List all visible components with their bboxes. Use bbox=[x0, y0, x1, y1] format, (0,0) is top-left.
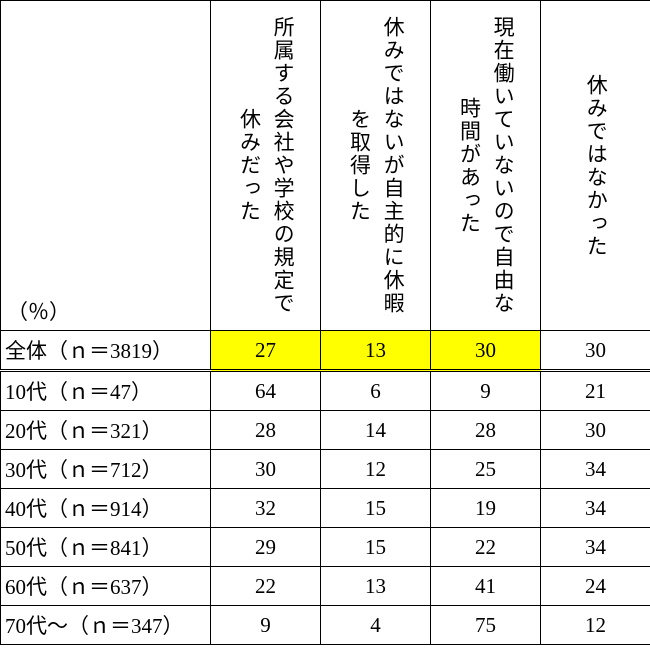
row-label: 70代～（ｎ＝347） bbox=[1, 606, 211, 645]
survey-table: （％） 所属する会社や学校の規定で休みだった 休みではないが自主的に休暇を取得し… bbox=[0, 0, 650, 645]
cell-value: 19 bbox=[431, 489, 541, 528]
cell-value: 24 bbox=[541, 567, 650, 606]
row-label: 40代（ｎ＝914） bbox=[1, 489, 211, 528]
cell-value: 15 bbox=[321, 528, 431, 567]
cell-value: 28 bbox=[211, 411, 321, 450]
cell-value: 25 bbox=[431, 450, 541, 489]
col-header-0: 所属する会社や学校の規定で休みだった bbox=[211, 1, 321, 331]
header-row: （％） 所属する会社や学校の規定で休みだった 休みではないが自主的に休暇を取得し… bbox=[1, 1, 650, 331]
cell-value: 28 bbox=[431, 411, 541, 450]
cell-value: 12 bbox=[541, 606, 650, 645]
cell-value: 13 bbox=[321, 331, 431, 371]
unit-label: （％） bbox=[7, 300, 70, 324]
cell-value: 6 bbox=[321, 371, 431, 411]
cell-value: 30 bbox=[211, 450, 321, 489]
col-header-2: 現在働いていないので自由な時間があった bbox=[431, 1, 541, 331]
row-label: 全体（ｎ＝3819） bbox=[1, 331, 211, 371]
row-label: 60代（ｎ＝637） bbox=[1, 567, 211, 606]
col-header-2-text: 現在働いていないので自由な時間があった bbox=[452, 13, 519, 318]
table-row: 40代（ｎ＝914）32151934 bbox=[1, 489, 650, 528]
cell-value: 29 bbox=[211, 528, 321, 567]
table-body: 全体（ｎ＝3819）2713303010代（ｎ＝47）64692120代（ｎ＝3… bbox=[1, 331, 650, 645]
table-row: 10代（ｎ＝47）646921 bbox=[1, 371, 650, 411]
cell-value: 75 bbox=[431, 606, 541, 645]
cell-value: 15 bbox=[321, 489, 431, 528]
cell-value: 27 bbox=[211, 331, 321, 371]
cell-value: 13 bbox=[321, 567, 431, 606]
cell-value: 34 bbox=[541, 489, 650, 528]
table-row: 50代（ｎ＝841）29152234 bbox=[1, 528, 650, 567]
cell-value: 32 bbox=[211, 489, 321, 528]
table-row: 70代～（ｎ＝347）947512 bbox=[1, 606, 650, 645]
cell-value: 21 bbox=[541, 371, 650, 411]
cell-value: 4 bbox=[321, 606, 431, 645]
cell-value: 12 bbox=[321, 450, 431, 489]
cell-value: 64 bbox=[211, 371, 321, 411]
cell-value: 22 bbox=[431, 528, 541, 567]
cell-value: 9 bbox=[211, 606, 321, 645]
col-header-0-text: 所属する会社や学校の規定で休みだった bbox=[232, 13, 299, 318]
table-row: 20代（ｎ＝321）28142830 bbox=[1, 411, 650, 450]
cell-value: 30 bbox=[541, 411, 650, 450]
cell-value: 34 bbox=[541, 450, 650, 489]
table-row: 60代（ｎ＝637）22134124 bbox=[1, 567, 650, 606]
col-header-1: 休みではないが自主的に休暇を取得した bbox=[321, 1, 431, 331]
row-label: 10代（ｎ＝47） bbox=[1, 371, 211, 411]
table-row: 全体（ｎ＝3819）27133030 bbox=[1, 331, 650, 371]
col-header-3: 休みではなかった bbox=[541, 1, 650, 331]
row-label: 20代（ｎ＝321） bbox=[1, 411, 211, 450]
col-header-3-text: 休みではなかった bbox=[579, 13, 613, 318]
table-row: 30代（ｎ＝712）30122534 bbox=[1, 450, 650, 489]
unit-label-cell: （％） bbox=[1, 1, 211, 331]
row-label: 30代（ｎ＝712） bbox=[1, 450, 211, 489]
cell-value: 22 bbox=[211, 567, 321, 606]
row-label: 50代（ｎ＝841） bbox=[1, 528, 211, 567]
cell-value: 30 bbox=[541, 331, 650, 371]
cell-value: 14 bbox=[321, 411, 431, 450]
cell-value: 9 bbox=[431, 371, 541, 411]
cell-value: 41 bbox=[431, 567, 541, 606]
cell-value: 34 bbox=[541, 528, 650, 567]
col-header-1-text: 休みではないが自主的に休暇を取得した bbox=[342, 13, 409, 318]
cell-value: 30 bbox=[431, 331, 541, 371]
